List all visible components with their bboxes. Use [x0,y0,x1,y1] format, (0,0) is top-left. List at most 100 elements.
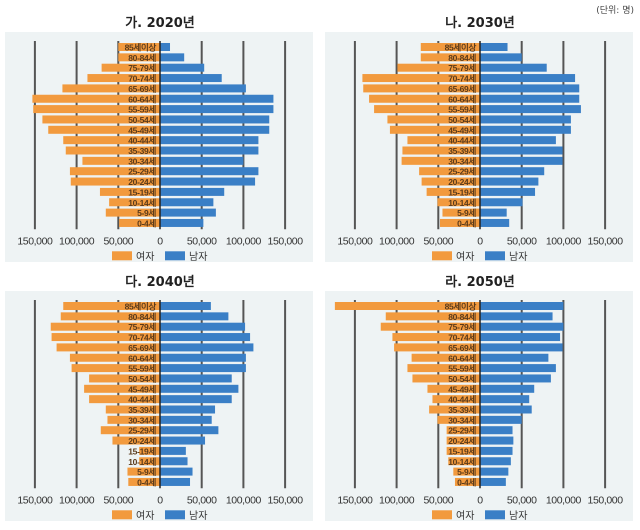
age-label: 65-69세 [448,84,476,94]
chart-title: 다. 2040년 [125,274,195,290]
bar-male [160,302,211,310]
chart-title: 라. 2050년 [445,274,515,290]
bar-male [480,125,571,134]
age-label: 20-24세 [128,177,156,187]
age-label: 5-9세 [457,208,476,218]
bar-female [432,395,480,404]
bar-female [56,343,160,352]
age-label: 30-34세 [448,415,476,425]
x-tick-label: 100,000 [379,494,415,506]
age-label: 80-84세 [448,53,476,63]
x-tick-label: 0 [477,235,483,247]
bar-female [109,198,160,207]
legend-swatch-male [485,251,505,261]
bar-male [480,84,580,93]
bar-female [392,333,480,342]
bar-female [454,477,480,486]
bar-female [421,177,480,186]
bar-female [437,415,480,424]
age-label: 20-24세 [128,436,156,446]
age-label: 70-74세 [448,74,476,84]
age-label: 40-44세 [128,395,156,405]
bar-male [160,477,191,486]
legend-swatch-female [432,510,452,520]
bar-female [446,436,480,445]
x-tick-label: 100,000 [59,235,95,247]
bar-male [480,167,545,176]
bar-male [160,125,270,134]
x-tick-label: 0 [157,494,163,506]
age-label: 60-64세 [128,353,156,363]
bar-male [480,395,530,404]
x-tick-label: 150,000 [588,235,624,247]
bar-male [160,53,185,62]
chart-title: 가. 2020년 [125,16,195,31]
age-label: 40-44세 [448,395,476,405]
bar-male [480,374,551,383]
bar-male [480,446,513,455]
bar-male [160,446,186,455]
bar-female [419,167,480,176]
x-tick-label: 0 [157,235,163,247]
bar-male [480,384,535,393]
bar-female [394,343,480,352]
bar-male [160,322,246,331]
bar-male [480,63,547,72]
age-label: 55-59세 [128,364,156,374]
x-tick-label: 50,000 [423,235,453,247]
age-label: 65-69세 [448,343,476,353]
x-tick-label: 150,000 [337,494,373,506]
age-label: 0-4세 [457,218,476,228]
bar-female [407,364,480,373]
x-tick-label: 50,000 [507,235,537,247]
x-tick-label: 100,000 [226,494,262,506]
age-label: 25-29세 [448,426,476,436]
pyramid-panel: 나. 2030년 85세이상80-84세75-79세70-74세65-69세60-… [325,15,633,263]
bar-male [160,343,254,352]
bar-female [362,74,480,83]
age-label: 25-29세 [128,426,156,436]
legend-swatch-male [165,251,185,261]
bar-male [160,208,216,217]
bar-male [480,457,511,466]
age-label: 85세이상 [445,43,477,53]
age-label: 15-19세 [448,446,476,456]
bar-female [118,43,160,51]
bar-male [480,467,509,476]
bar-female [71,364,160,373]
bar-female [62,84,161,93]
legend-label-female: 여자 [136,510,154,522]
age-label: 20-24세 [448,177,476,187]
bar-female [70,177,160,186]
bar-male [480,426,513,435]
bar-female [82,156,160,165]
age-label: 70-74세 [128,333,156,343]
legend-label-male: 남자 [189,510,207,522]
bar-female [411,353,480,362]
x-tick-label: 150,000 [268,494,304,506]
age-label: 15-19세 [128,187,156,197]
bar-male [480,415,522,424]
age-label: 10-14세 [128,198,156,208]
bar-female [69,353,160,362]
age-label: 30-34세 [128,415,156,425]
x-tick-label: 50,000 [103,494,133,506]
bar-female [442,208,480,217]
bar-female [426,187,480,196]
bar-female [439,218,480,227]
bar-male [480,343,563,352]
bar-male [160,353,246,362]
age-label: 10-14세 [128,457,156,467]
bar-male [160,384,239,393]
legend-swatch-female [432,251,452,261]
bar-female [99,187,160,196]
x-tick-label: 100,000 [226,235,262,247]
age-label: 45-49세 [128,384,156,394]
bar-male [160,415,212,424]
age-label: 85세이상 [125,302,157,312]
bar-male [160,395,232,404]
bar-female [89,395,160,404]
x-tick-label: 0 [477,494,483,506]
bar-female [50,322,160,331]
x-tick-label: 100,000 [546,235,582,247]
